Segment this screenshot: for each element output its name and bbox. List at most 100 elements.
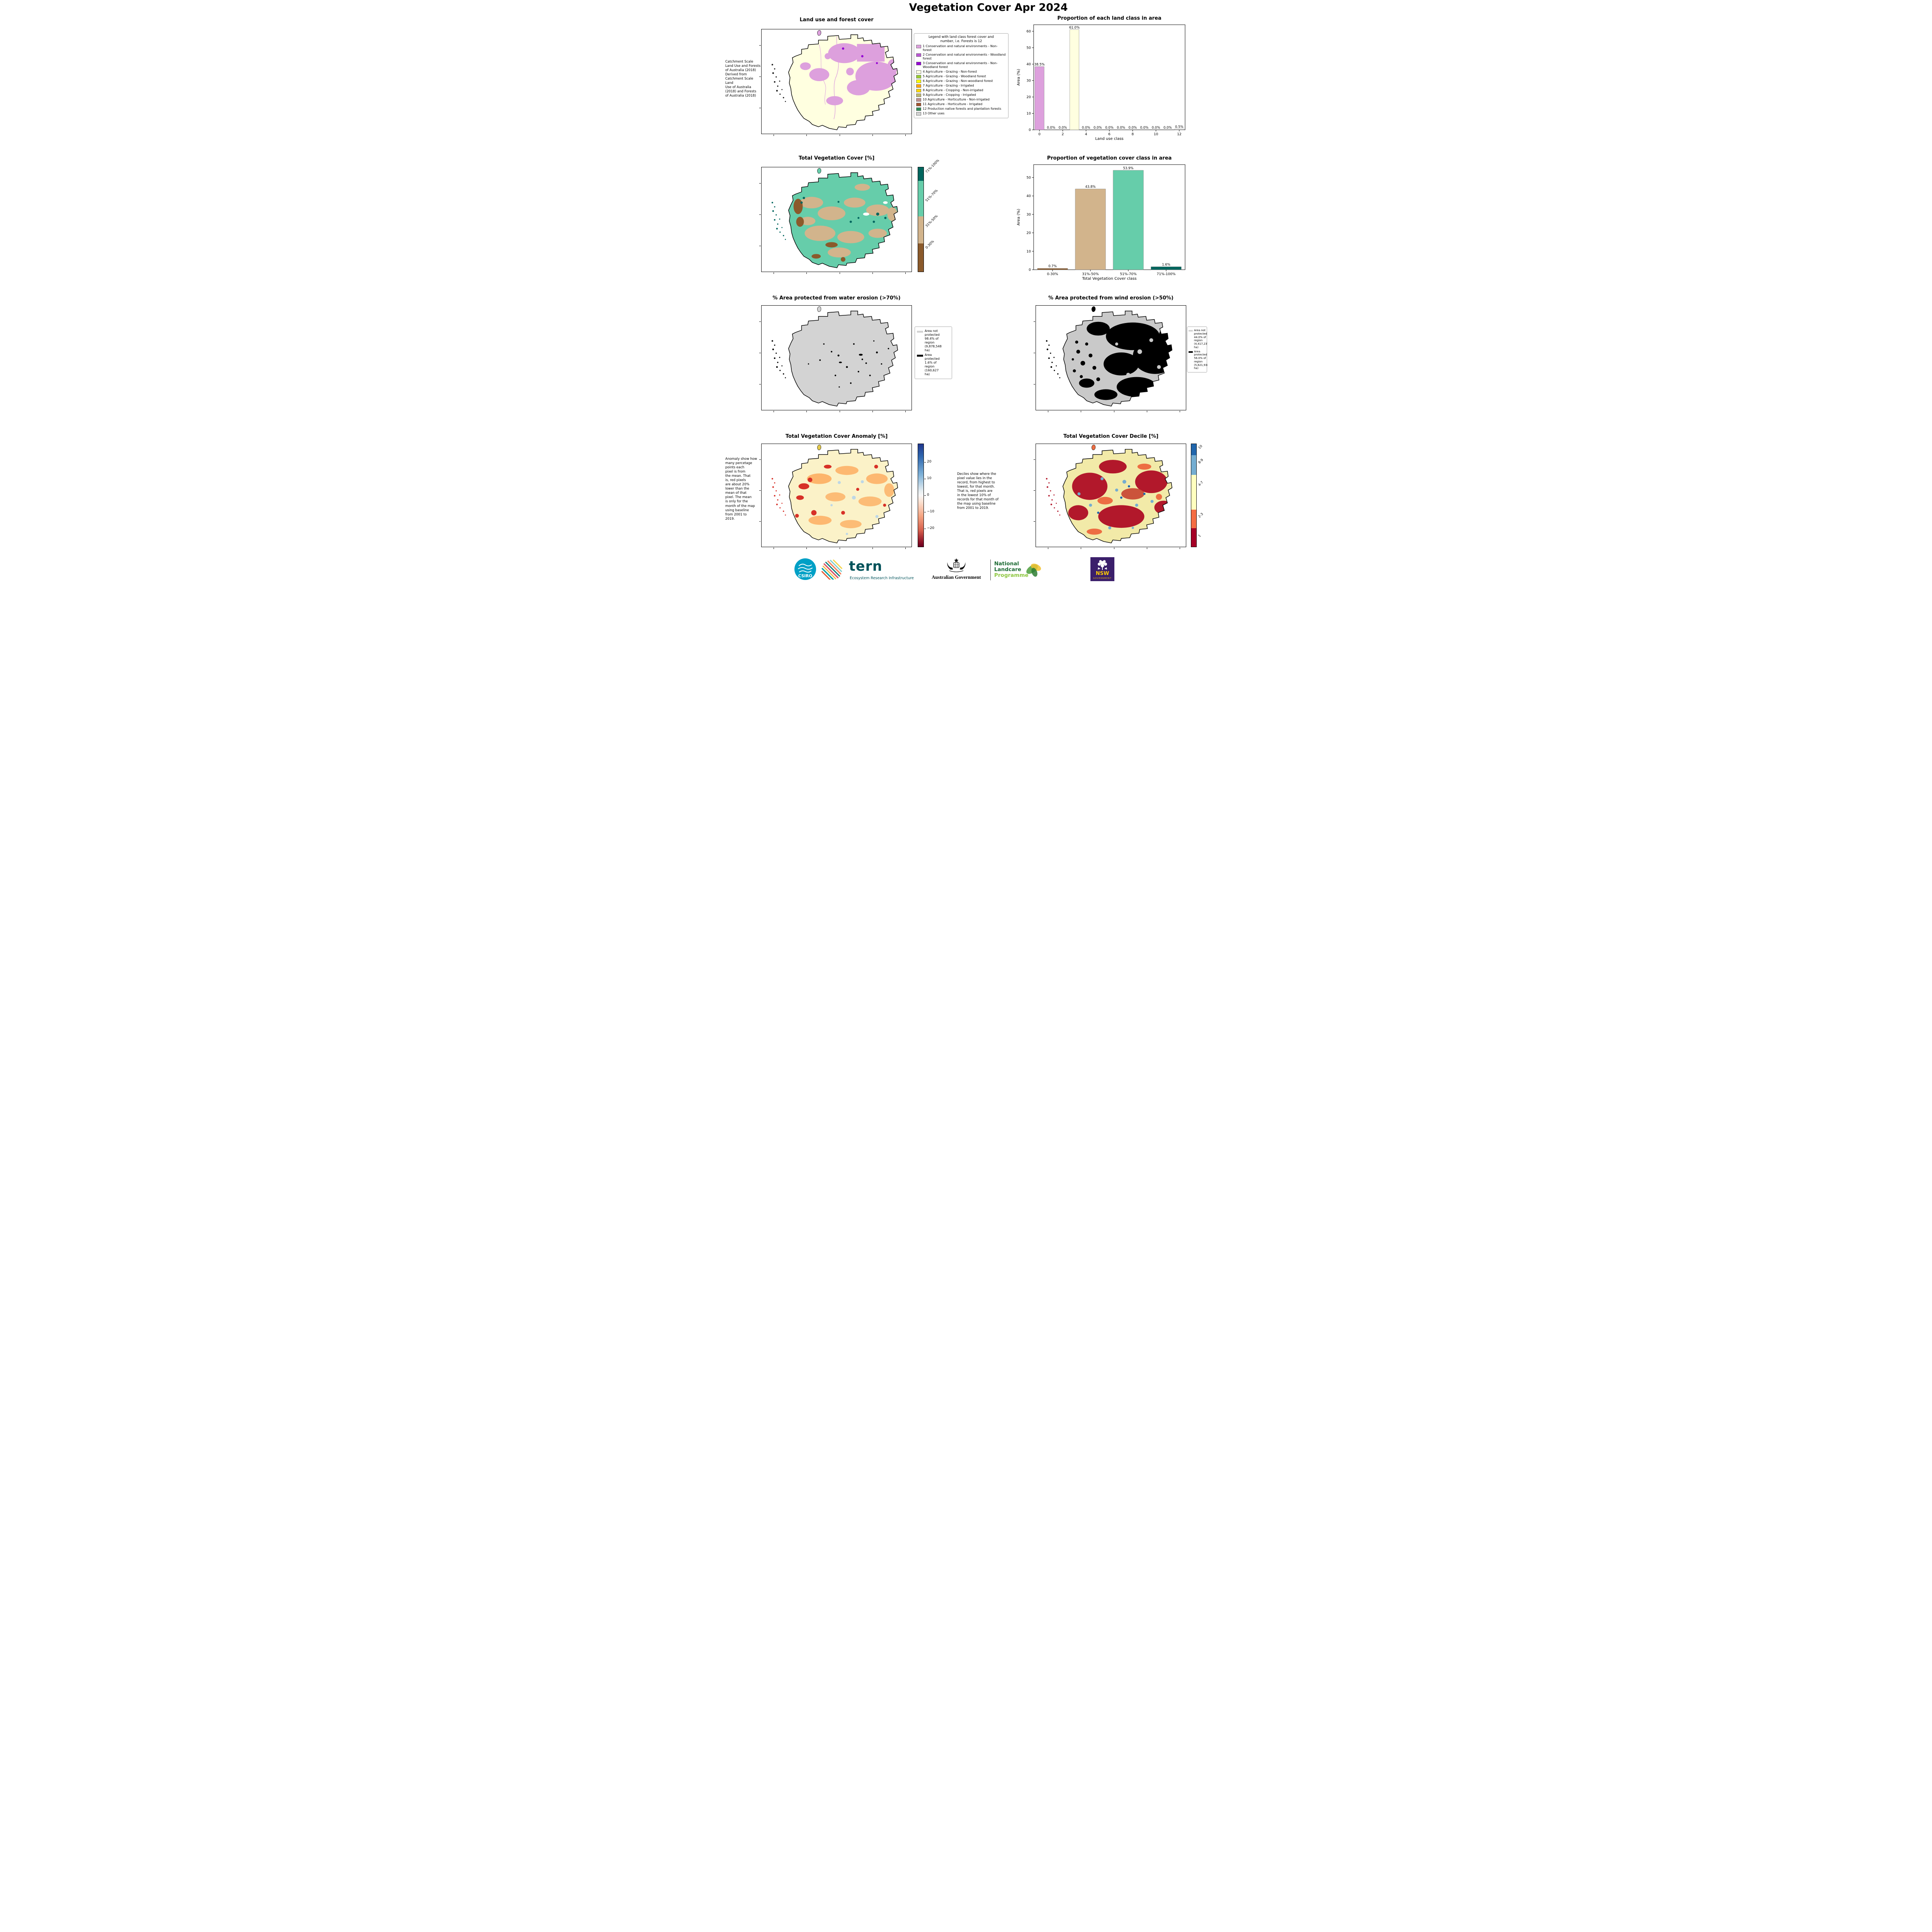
landcare-line3: Programme	[994, 572, 1029, 578]
legend-item: 3 Conservation and natural environments …	[916, 61, 1006, 69]
bar	[1075, 189, 1106, 270]
colorbar-label: 0-30%	[925, 240, 935, 250]
colorbar-segment	[918, 167, 923, 181]
axis-tick	[872, 548, 873, 549]
x-tick-label: 31%-50%	[1082, 272, 1099, 276]
landuse-legend-title: Legend with land class forest cover and …	[928, 35, 994, 43]
colorbar-tick-label: 0	[927, 493, 929, 497]
legend-label: 6 Agriculture - Grazing - Non-woodland f…	[923, 79, 993, 83]
colorbar-label: 4-7	[1197, 480, 1204, 487]
legend-item: 8 Agriculture - Cropping - Non-irrigated	[916, 88, 1006, 93]
x-tick-label: 8	[1131, 133, 1134, 136]
axis-tick	[872, 272, 873, 274]
wind-erosion-map-canvas	[1046, 306, 1172, 406]
australian-government-wordmark: Australian Government	[932, 575, 981, 580]
landuse-map	[759, 29, 912, 136]
y-tick-label: 20	[1027, 95, 1031, 99]
colorbar-segment	[1191, 474, 1196, 510]
vegcover-colorbar	[918, 167, 924, 272]
vegclass-chart: 0 10 20 30 40 50 0-30% 31%-50% 51%-70% 71%-100% 0.…	[1017, 164, 1185, 281]
bar	[1151, 267, 1182, 270]
axis-tick	[905, 134, 906, 136]
y-axis-label: Area (%)	[1017, 209, 1021, 226]
colorbar-tick-label: 20	[927, 460, 932, 464]
landuse-source-note: Catchment Scale Land Use and Forests of …	[725, 60, 761, 98]
legend-label: 3 Conservation and natural environments …	[923, 61, 998, 69]
colorbar-tick-label: −10	[927, 509, 934, 514]
decile-note: Deciles show where the pixel value lies …	[957, 472, 999, 510]
colorbar-label: 31%-50%	[925, 214, 939, 228]
axis-tick	[759, 321, 761, 322]
bar-value-label: 0.0%	[1117, 126, 1125, 130]
legend-label: Area not protected 98.4% of region (9,87…	[925, 329, 942, 352]
landcare-line1: National	[994, 561, 1019, 567]
y-tick-label: 0	[1029, 268, 1031, 272]
landcare-wordmark: National Landcare Programme	[994, 561, 1029, 578]
y-tick-label: 50	[1027, 176, 1031, 180]
bar-value-label: 0.0%	[1163, 126, 1172, 130]
legend-swatch	[916, 70, 921, 74]
legend-label: 8 Agriculture - Cropping - Non-irrigated	[923, 88, 983, 92]
water-erosion-legend: Area not protected 98.4% of region (9,87…	[915, 327, 952, 379]
x-tick-label: 51%-70%	[1120, 272, 1137, 276]
crest-emu	[960, 562, 966, 570]
x-tick-label: 10	[1154, 133, 1158, 136]
bar-value-label: 0.0%	[1105, 126, 1114, 130]
legend-item: 5 Agriculture - Grazing - Woodland fores…	[916, 75, 1006, 79]
legend-label: 10 Agriculture - Horticulture - Non-irri…	[923, 98, 990, 102]
axis-tick	[759, 45, 761, 46]
x-tick-label: 6	[1108, 133, 1111, 136]
y-tick-label: 10	[1027, 250, 1031, 253]
colorbar-label: 2-3	[1197, 512, 1204, 519]
decile-map	[1034, 444, 1186, 549]
bar-value-label: 0.0%	[1059, 126, 1067, 130]
legend-item: 1 Conservation and natural environments …	[916, 44, 1006, 52]
legend-label: 2 Conservation and natural environments …	[923, 53, 1006, 61]
legend-label: Area protected 56.0% of region (5,621,93…	[1194, 350, 1208, 370]
x-tick-label: 0-30%	[1047, 272, 1058, 276]
axis-tick	[1034, 321, 1035, 322]
figure-root: Vegetation Cover Apr 2024 Land use and f…	[724, 0, 1208, 584]
bar-value-label: 53.9%	[1123, 167, 1133, 170]
legend-label: 4 Agriculture - Grazing - Non-forest	[923, 70, 977, 74]
axis-tick	[806, 548, 807, 549]
y-tick-label: 30	[1027, 213, 1031, 217]
legend-item: 9 Agriculture - Cropping - Irrigated	[916, 93, 1006, 97]
axis-tick	[759, 490, 761, 491]
legend-item: Area protected 1.6% of region (160,627 h…	[917, 353, 950, 376]
colorbar-segment	[1191, 528, 1196, 547]
legend-label: 1 Conservation and natural environments …	[923, 44, 998, 52]
bar	[1070, 29, 1079, 130]
colorbar-segment	[1191, 455, 1196, 475]
axis-tick	[759, 521, 761, 522]
legend-item: Area not protected 44.0% of region (4,41…	[1189, 329, 1208, 349]
nsw-government-logo: NSW GOVERNMENT	[1090, 557, 1114, 581]
landcare-leaf-logo	[1026, 563, 1041, 577]
colorbar-segment	[1191, 444, 1196, 456]
bar-value-label: 61.0%	[1069, 26, 1080, 30]
axis-tick	[905, 548, 906, 549]
footer-divider	[990, 560, 991, 580]
x-tick-label: 71%-100%	[1157, 272, 1176, 276]
y-tick-label: 30	[1027, 79, 1031, 83]
axis-tick	[905, 272, 906, 274]
colorbar-tick	[924, 462, 926, 463]
y-axis-label: Area (%)	[1017, 69, 1021, 86]
decile-map-canvas	[1046, 444, 1172, 543]
landclass-chart-title: Proportion of each land class in area	[1057, 15, 1162, 21]
x-tick-label: 12	[1177, 133, 1181, 136]
legend-item: 10 Agriculture - Horticulture - Non-irri…	[916, 98, 1006, 102]
colorbar-label: 10	[1197, 444, 1204, 450]
bar-value-label: 1.6%	[1162, 263, 1170, 267]
legend-swatch	[916, 80, 921, 83]
legend-label: 7 Agriculture - Grazing - Irrigated	[923, 84, 974, 88]
bar	[1034, 66, 1044, 130]
vegcover-map-title: Total Vegetation Cover [%]	[798, 155, 875, 161]
colorbar-tick	[924, 495, 926, 496]
y-tick-label: 40	[1027, 63, 1031, 66]
csiro-wordmark: CSIRO	[798, 574, 812, 578]
plot-area	[1033, 164, 1185, 270]
tern-logo-art	[821, 560, 842, 580]
colorbar-label: 8-9	[1197, 458, 1204, 465]
legend-item: 12 Production native forests and plantat…	[916, 107, 1006, 111]
